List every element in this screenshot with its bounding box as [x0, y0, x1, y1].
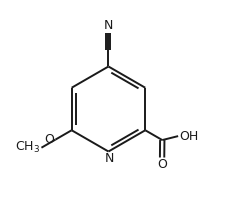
Text: O: O [156, 158, 166, 171]
Text: CH$_3$: CH$_3$ [15, 140, 40, 155]
Text: OH: OH [178, 129, 198, 143]
Text: N: N [104, 152, 114, 165]
Text: O: O [44, 133, 54, 146]
Text: N: N [103, 19, 113, 32]
